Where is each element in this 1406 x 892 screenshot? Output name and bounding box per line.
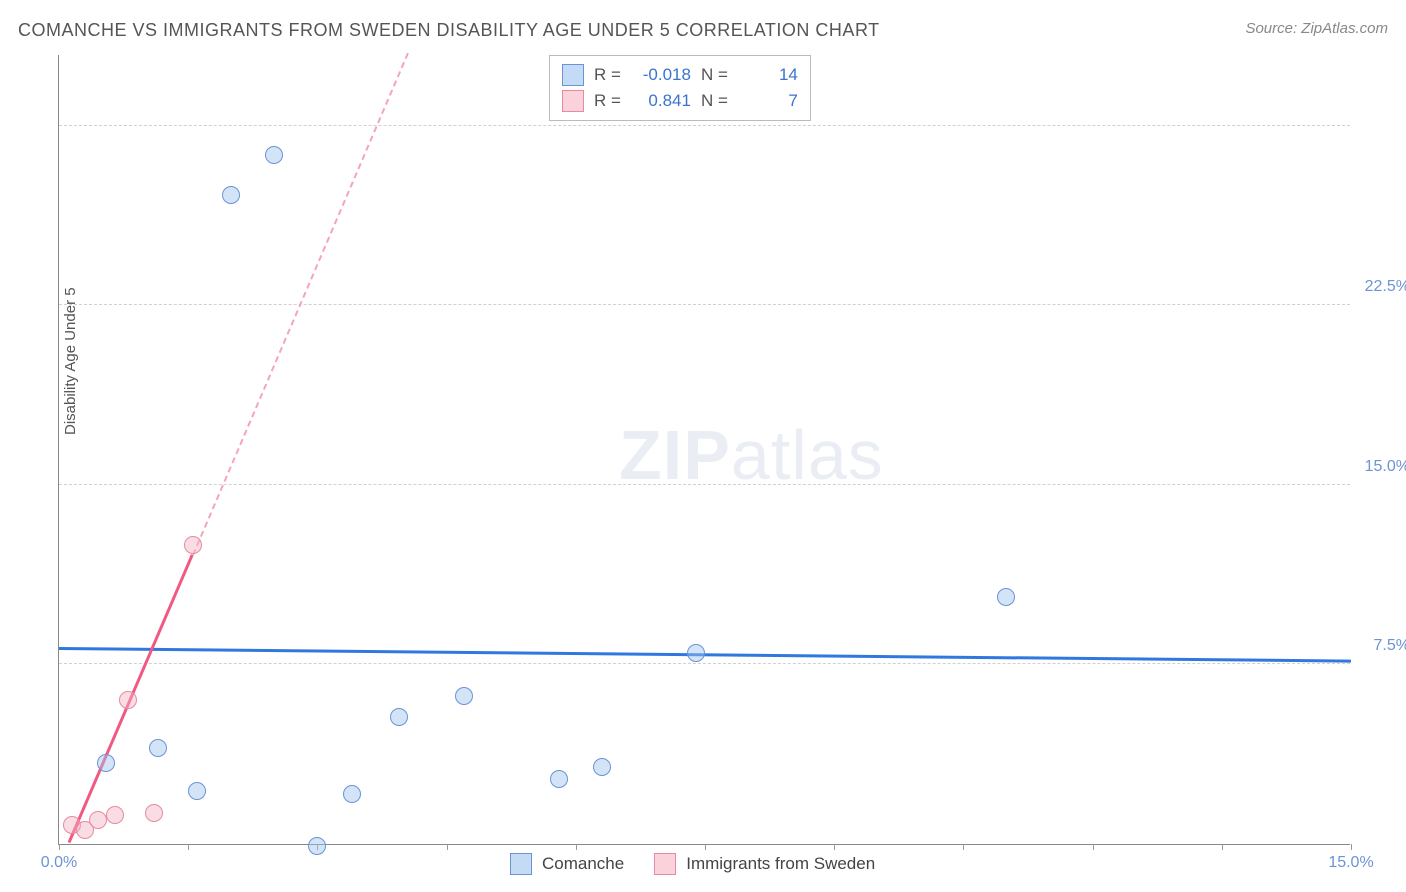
stats-row: R = 0.841 N = 7 [562,88,798,114]
legend-item: Comanche [510,853,624,875]
n-label: N = [701,65,728,85]
data-point [308,837,326,855]
swatch-icon [562,90,584,112]
data-point [343,785,361,803]
y-tick-label: 22.5% [1365,278,1406,296]
chart-header: COMANCHE VS IMMIGRANTS FROM SWEDEN DISAB… [18,20,1388,41]
grid-line [59,663,1350,664]
swatch-icon [654,853,676,875]
chart-container: Disability Age Under 5 ZIPatlas R = -0.0… [50,55,1350,845]
swatch-icon [562,64,584,86]
data-point [222,186,240,204]
data-point [184,536,202,554]
bottom-legend: Comanche Immigrants from Sweden [510,853,875,875]
data-point [89,811,107,829]
y-tick-label: 15.0% [1365,458,1406,476]
x-tick [1351,844,1352,850]
data-point [188,782,206,800]
data-point [149,739,167,757]
stats-box: R = -0.018 N = 14 R = 0.841 N = 7 [549,55,811,121]
grid-line [59,304,1350,305]
x-tick [576,844,577,850]
n-value: 14 [738,65,798,85]
chart-source: Source: ZipAtlas.com [1245,20,1388,37]
x-tick [188,844,189,850]
y-tick-label: 7.5% [1374,637,1406,655]
x-tick [1222,844,1223,850]
legend-label: Immigrants from Sweden [686,854,875,874]
grid-line [59,125,1350,126]
data-point [145,804,163,822]
n-label: N = [701,91,728,111]
x-tick [834,844,835,850]
x-tick [963,844,964,850]
data-point [550,770,568,788]
x-tick-label: 15.0% [1328,854,1373,872]
r-label: R = [594,65,621,85]
x-tick-label: 0.0% [41,854,77,872]
data-point [455,687,473,705]
x-tick [705,844,706,850]
plot-area: ZIPatlas R = -0.018 N = 14 R = 0.841 N =… [58,55,1350,845]
chart-title: COMANCHE VS IMMIGRANTS FROM SWEDEN DISAB… [18,20,880,41]
data-point [997,588,1015,606]
grid-line [59,484,1350,485]
swatch-icon [510,853,532,875]
data-point [687,644,705,662]
x-tick [1093,844,1094,850]
stats-row: R = -0.018 N = 14 [562,62,798,88]
x-tick [447,844,448,850]
x-tick [59,844,60,850]
r-value: 0.841 [631,91,691,111]
data-point [106,806,124,824]
data-point [119,691,137,709]
r-value: -0.018 [631,65,691,85]
data-point [593,758,611,776]
legend-item: Immigrants from Sweden [654,853,875,875]
data-point [265,146,283,164]
n-value: 7 [738,91,798,111]
watermark-bold: ZIP [619,416,731,494]
data-point [390,708,408,726]
watermark-light: atlas [731,416,884,494]
r-label: R = [594,91,621,111]
legend-label: Comanche [542,854,624,874]
data-point [97,754,115,772]
